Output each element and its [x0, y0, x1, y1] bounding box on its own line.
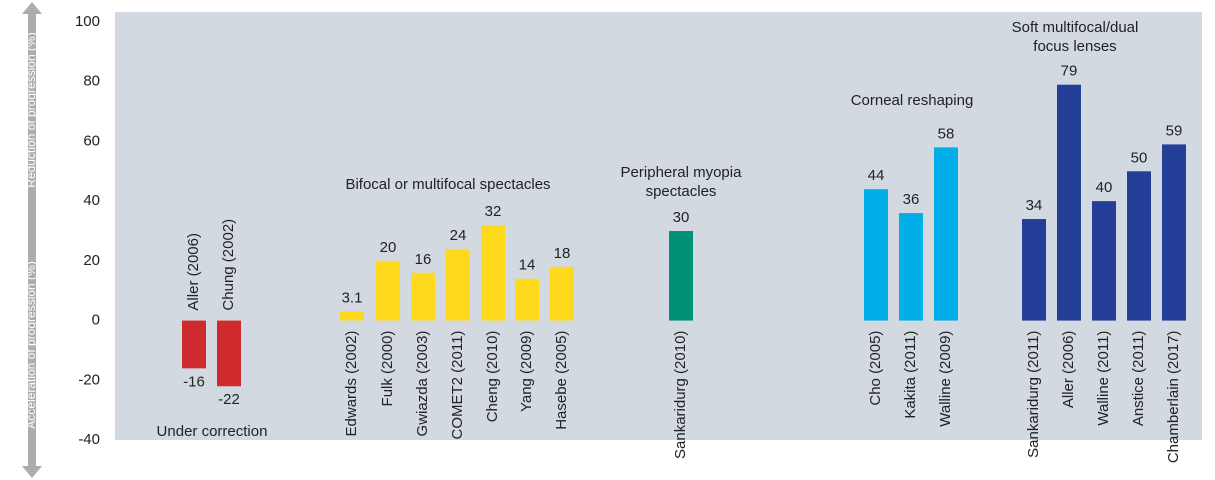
x-tick-label: Sankaridurg (2011) — [1025, 331, 1042, 458]
value-label: 14 — [519, 257, 536, 274]
value-label: 50 — [1131, 149, 1148, 166]
group-label: focus lenses — [1033, 38, 1116, 55]
value-label: 32 — [485, 203, 502, 220]
value-label: 30 — [673, 209, 690, 226]
bar — [1127, 171, 1151, 321]
group-label: Under correction — [157, 423, 268, 440]
axis-label-top: Reduction of progression (%) — [24, 32, 38, 187]
value-label: 20 — [380, 239, 397, 256]
value-label: 3.1 — [342, 289, 363, 306]
group-label: spectacles — [646, 183, 717, 200]
value-label: 36 — [903, 191, 920, 208]
value-label: 18 — [554, 245, 571, 262]
y-tick-label: 0 — [92, 312, 100, 329]
x-tick-label: Chung (2002) — [220, 219, 237, 311]
bar — [1162, 144, 1186, 321]
x-tick-label: Cheng (2010) — [484, 331, 501, 423]
group-label: Bifocal or multifocal spectacles — [345, 176, 550, 193]
value-label: -22 — [218, 391, 240, 408]
x-tick-label: Edwards (2002) — [343, 331, 360, 437]
x-tick-label: Gwiazda (2003) — [414, 331, 431, 437]
bar — [934, 147, 958, 321]
bar — [550, 266, 574, 321]
value-label: -16 — [183, 373, 205, 390]
value-label: 24 — [450, 227, 467, 244]
bar — [669, 231, 693, 321]
bar — [1057, 84, 1081, 321]
y-tick-label: 20 — [83, 252, 100, 269]
bar — [1092, 201, 1116, 321]
group-label: Peripheral myopia — [621, 164, 743, 181]
x-tick-label: Cho (2005) — [867, 331, 884, 406]
axis-label-bottom: Acceleration of progression (%) — [24, 261, 38, 428]
bar — [481, 225, 505, 321]
x-tick-label: Walline (2011) — [1095, 331, 1112, 426]
x-tick-label: Aller (2006) — [1060, 331, 1077, 409]
x-tick-label: COMET2 (2011) — [449, 331, 466, 440]
y-tick-label: 100 — [75, 13, 100, 30]
group-label: Corneal reshaping — [851, 92, 974, 109]
x-tick-label: Hasebe (2005) — [553, 331, 570, 430]
value-label: 59 — [1166, 122, 1183, 139]
bar — [217, 320, 241, 387]
x-tick-label: Yang (2009) — [518, 331, 535, 412]
bar — [446, 248, 470, 321]
plot-background — [115, 12, 1202, 440]
y-tick-label: 40 — [83, 192, 100, 209]
y-tick-label: -20 — [78, 371, 100, 388]
x-tick-label: Kakita (2011) — [902, 331, 919, 419]
bar — [411, 272, 435, 321]
bar — [182, 320, 206, 369]
axis-arrow — [22, 2, 42, 478]
y-tick-label: 60 — [83, 132, 100, 149]
value-label: 58 — [938, 125, 955, 142]
x-tick-label: Sankaridurg (2010) — [672, 331, 689, 459]
bar — [899, 213, 923, 321]
value-label: 16 — [415, 251, 432, 268]
value-label: 44 — [868, 167, 885, 184]
bar — [1022, 219, 1046, 321]
x-tick-label: Walline (2009) — [937, 331, 954, 427]
x-tick-label: Chamberlain (2017) — [1165, 331, 1182, 464]
x-tick-label: Aller (2006) — [185, 233, 202, 311]
y-tick-label: -40 — [78, 431, 100, 448]
value-label: 40 — [1096, 179, 1113, 196]
bar — [515, 278, 539, 321]
x-tick-label: Anstice (2011) — [1130, 331, 1147, 427]
group-label: Soft multifocal/dual — [1012, 19, 1139, 36]
bar — [376, 260, 400, 321]
value-label: 34 — [1026, 197, 1043, 214]
value-label: 79 — [1061, 63, 1078, 80]
x-tick-label: Fulk (2000) — [379, 331, 396, 407]
y-tick-label: 80 — [83, 73, 100, 90]
bar — [340, 311, 364, 321]
bar — [864, 189, 888, 321]
